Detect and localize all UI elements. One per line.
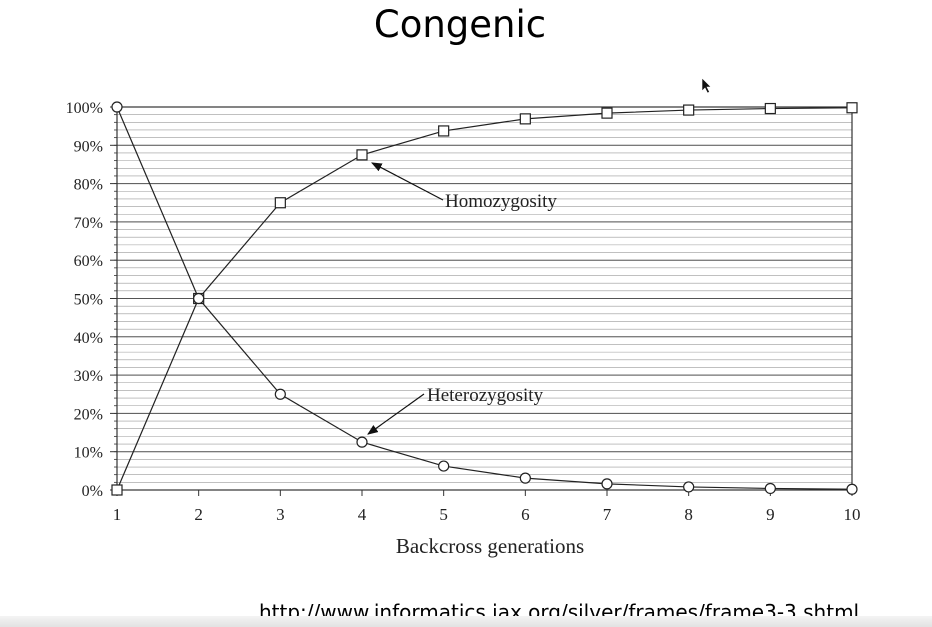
x-tick-label: 9: [766, 505, 775, 524]
heterozygosity-point: [438, 460, 450, 472]
homozygosity-line: [116, 107, 853, 491]
x-tick-label: 2: [194, 505, 203, 524]
heterozygosity-point: [683, 481, 695, 493]
y-axis-ticks: 0% 10% 20% 30% 40% 50% 60% 70% 80% 90% 100%: [66, 100, 117, 500]
homozygosity-point: [111, 484, 123, 496]
homozygosity-point: [356, 149, 368, 161]
y-tick-label: 60%: [74, 253, 103, 270]
x-tick-label: 6: [521, 505, 530, 524]
x-axis-label: Backcross generations: [396, 534, 584, 558]
heterozygosity-point: [846, 483, 858, 495]
homozygosity-point: [683, 104, 695, 116]
y-tick-label: 90%: [74, 138, 103, 155]
heterozygosity-point: [519, 472, 531, 484]
y-tick-label: 50%: [74, 292, 103, 309]
mouse-pointer-icon: [701, 77, 712, 94]
y-tick-label: 40%: [74, 330, 103, 347]
homozygosity-point: [601, 107, 613, 119]
homozygosity-point: [764, 102, 776, 115]
major-gridlines: [117, 106, 852, 491]
heterozygosity-point: [601, 478, 613, 490]
x-tick-label: 5: [439, 505, 448, 524]
x-tick-label: 8: [684, 505, 693, 524]
heterozygosity-point: [111, 101, 123, 113]
y-tick-label: 10%: [74, 445, 103, 462]
y-tick-label: 70%: [74, 215, 103, 232]
y-tick-label: 20%: [74, 406, 103, 423]
homozygosity-point: [438, 125, 450, 137]
heterozygosity-point: [356, 436, 368, 448]
heterozygosity-annotation-label: Heterozygosity: [427, 385, 544, 406]
x-tick-label: 10: [844, 505, 861, 524]
homozygosity-annotation-label: Homozygosity: [445, 191, 557, 212]
heterozygosity-arrow: [367, 393, 425, 435]
heterozygosity-line: [116, 106, 853, 490]
heterozygosity-point: [274, 388, 286, 400]
annotations: Homozygosity Heterozygosity: [367, 162, 557, 435]
homozygosity-arrow: [371, 162, 444, 201]
homozygosity-point: [274, 197, 286, 209]
y-tick-label: 100%: [66, 100, 103, 117]
bottom-bar: [0, 616, 932, 627]
x-axis-ticks: 1 2 3 4 5 6 7 8 9 10: [113, 490, 861, 524]
y-tick-label: 30%: [74, 368, 103, 385]
y-tick-label: 0%: [82, 483, 103, 500]
heterozygosity-point: [193, 292, 205, 305]
x-tick-label: 1: [113, 505, 122, 524]
x-tick-label: 4: [358, 505, 367, 524]
y-tick-label: 80%: [74, 177, 103, 194]
series-lines: [116, 106, 853, 491]
series-markers: [111, 101, 858, 496]
slide-title: Congenic: [373, 3, 547, 46]
line-chart: 0% 10% 20% 30% 40% 50% 60% 70% 80% 90% 100% 1 2 3 4 5 6…: [66, 77, 861, 558]
homozygosity-point: [846, 102, 858, 114]
homozygosity-point: [519, 113, 531, 125]
heterozygosity-point: [764, 482, 776, 495]
x-tick-label: 3: [276, 505, 285, 524]
x-tick-label: 7: [603, 505, 612, 524]
